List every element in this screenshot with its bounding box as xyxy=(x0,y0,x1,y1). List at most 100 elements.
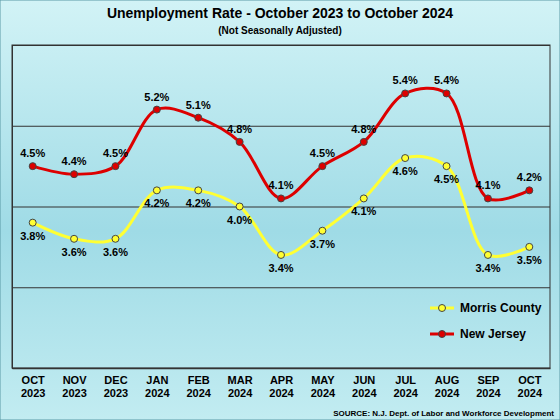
x-tick: JUL2024 xyxy=(393,368,418,399)
data-label: 4.1% xyxy=(351,205,376,217)
series-marker xyxy=(319,227,326,234)
x-tick-label: OCT2024 xyxy=(518,374,543,399)
x-tick-label: JAN2024 xyxy=(145,374,170,399)
series-marker xyxy=(526,243,533,250)
data-label: 3.5% xyxy=(517,254,542,266)
subtitle: (Not Seasonally Adjusted) xyxy=(218,25,342,36)
x-tick-label-line: SEP xyxy=(477,374,499,386)
x-tick-label-line: 2024 xyxy=(186,387,211,399)
series-marker xyxy=(278,195,285,202)
series-marker xyxy=(402,90,409,97)
x-tick: NOV2023 xyxy=(62,368,87,399)
data-label: 3.6% xyxy=(103,246,128,258)
x-tick: SEP2024 xyxy=(476,368,501,399)
series-marker xyxy=(402,155,409,162)
x-tick-label-line: APR xyxy=(270,374,293,386)
x-tick-label-line: JAN xyxy=(146,374,168,386)
x-tick-label-line: JUN xyxy=(353,374,375,386)
series-marker xyxy=(360,195,367,202)
x-axis-line xyxy=(13,368,551,370)
data-label: 3.4% xyxy=(268,262,293,274)
x-tick: FEB2024 xyxy=(186,368,211,399)
series-marker xyxy=(71,235,78,242)
data-label: 4.5% xyxy=(20,147,45,159)
x-tick-label: SEP2024 xyxy=(476,374,501,399)
x-tick-label-line: NOV xyxy=(63,374,88,386)
series-marker xyxy=(153,106,160,113)
x-tick-label-line: MAY xyxy=(311,374,335,386)
title: Unemployment Rate - October 2023 to Octo… xyxy=(107,5,453,21)
x-tick-label: MAY2024 xyxy=(311,374,336,399)
x-tick: MAR2024 xyxy=(228,368,254,399)
legend: Morris County New Jersey xyxy=(430,301,542,341)
data-labels: 3.8%3.6%3.6%4.2%4.2%4.0%3.4%3.7%4.1%4.6%… xyxy=(20,74,542,274)
x-tick: JUN2024 xyxy=(352,368,377,399)
legend-marker xyxy=(439,305,446,312)
series-marker xyxy=(236,138,243,145)
x-tick-label: JUL2024 xyxy=(393,374,418,399)
data-label: 4.8% xyxy=(351,123,376,135)
x-tick-label-line: AUG xyxy=(435,374,459,386)
legend-label: Morris County xyxy=(460,301,542,315)
data-label: 4.2% xyxy=(186,197,211,209)
data-label: 4.5% xyxy=(310,147,335,159)
x-tick-label-line: OCT xyxy=(518,374,542,386)
series-marker xyxy=(195,114,202,121)
series-marker xyxy=(443,90,450,97)
x-tick-label-line: 2024 xyxy=(518,387,543,399)
plot-frame xyxy=(12,45,550,368)
x-tick-label-line: 2024 xyxy=(352,387,377,399)
y-axis xyxy=(12,46,550,369)
x-tick: AUG2024 xyxy=(435,368,460,399)
chart-svg: Unemployment Rate - October 2023 to Octo… xyxy=(0,0,560,420)
x-tick-label: OCT2023 xyxy=(21,374,45,399)
data-label: 4.1% xyxy=(268,179,293,191)
x-tick-label-line: OCT xyxy=(22,374,46,386)
chart-container: Unemployment Rate - October 2023 to Octo… xyxy=(0,0,560,420)
data-label: 4.8% xyxy=(227,123,252,135)
series-marker xyxy=(319,163,326,170)
x-tick-label: AUG2024 xyxy=(435,374,460,399)
series-marker xyxy=(278,251,285,258)
x-tick-label: NOV2023 xyxy=(62,374,87,399)
data-label: 4.1% xyxy=(475,179,500,191)
x-tick: APR2024 xyxy=(269,368,294,399)
y-tick xyxy=(12,126,550,127)
data-label: 4.2% xyxy=(144,197,169,209)
x-tick-label-line: 2024 xyxy=(476,387,501,399)
grid-line xyxy=(12,287,550,288)
x-tick-label-line: 2024 xyxy=(228,387,253,399)
x-tick-label: FEB2024 xyxy=(186,374,211,399)
data-label: 4.6% xyxy=(393,165,418,177)
x-tick-label-line: MAR xyxy=(228,374,253,386)
x-tick-label-line: 2024 xyxy=(269,387,294,399)
x-tick-label-line: 2023 xyxy=(104,387,128,399)
data-label: 5.4% xyxy=(434,74,459,86)
data-label: 4.0% xyxy=(227,214,252,226)
series-line xyxy=(33,88,530,200)
x-tick-label: JUN2024 xyxy=(352,374,377,399)
x-tick: DEC2023 xyxy=(104,368,128,399)
y-tick xyxy=(12,287,550,288)
background xyxy=(0,0,560,420)
data-label: 3.4% xyxy=(475,262,500,274)
x-tick-label: APR2024 xyxy=(269,374,294,399)
data-label: 4.5% xyxy=(103,147,128,159)
source-note: SOURCE: N.J. Dept. of Labor and Workforc… xyxy=(333,409,554,418)
data-label: 4.4% xyxy=(62,155,87,167)
series-marker xyxy=(112,235,119,242)
x-tick: JAN2024 xyxy=(145,368,170,399)
x-axis: OCT2023NOV2023DEC2023JAN2024FEB2024MAR20… xyxy=(13,368,551,399)
x-tick: OCT2023 xyxy=(21,368,45,399)
series-marker xyxy=(153,187,160,194)
x-tick-label-line: JUL xyxy=(395,374,416,386)
series-marker xyxy=(29,163,36,170)
series-marker xyxy=(526,187,533,194)
series-marker xyxy=(484,251,491,258)
data-label: 5.4% xyxy=(393,74,418,86)
legend-label: New Jersey xyxy=(460,327,526,341)
y-tick xyxy=(12,207,550,208)
grid-line xyxy=(12,207,550,208)
x-tick-label: MAR2024 xyxy=(228,374,254,399)
series-marker xyxy=(29,219,36,226)
